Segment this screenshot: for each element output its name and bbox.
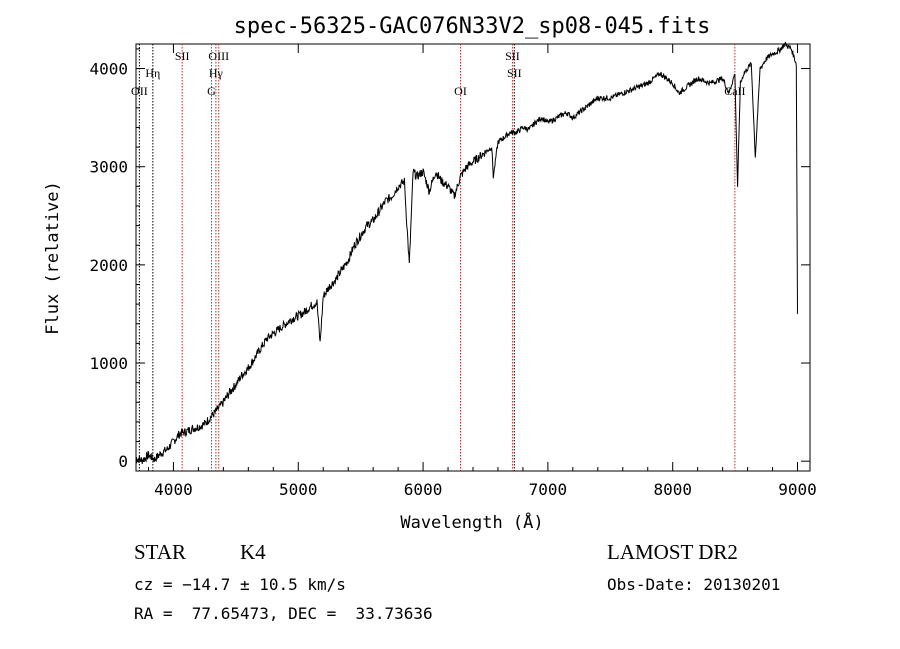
line-label-5: OIII [208,49,229,63]
survey-label: LAMOST DR2 [607,540,738,564]
x-tick-label-3: 7000 [529,480,568,499]
class-label: STAR [134,540,186,564]
axis-ticks: 4000 5000 6000 7000 8000 9000 0 1000 2000 3000 400… [89,44,817,499]
x-axis-label: Wavelength (Å) [400,511,543,533]
series-layer [135,41,798,464]
line-label-4: Hγ [209,66,224,80]
y-tick-label-2: 2000 [89,256,128,275]
redshift-text: cz = −14.7 ± 10.5 km/s [134,575,346,594]
x-tick-label-4: 8000 [653,480,692,499]
line-label-6: OI [454,84,467,98]
coords-text: RA = 77.65473, DEC = 33.73636 [134,604,433,623]
x-tick-label-2: 6000 [404,480,443,499]
plot-frame [135,43,811,472]
y-axis-label: Flux (relative) [43,181,63,335]
line-label-2: SII [175,49,190,63]
subclass-label: K4 [240,540,266,564]
line-label-1: Hη [145,66,160,80]
chart-title: spec-56325-GAC076N33V2_sp08-045.fits [234,14,711,39]
y-tick-label-3: 3000 [89,158,128,177]
x-tick-label-5: 9000 [778,480,817,499]
y-tick-label-4: 4000 [89,60,128,79]
y-tick-label-1: 1000 [89,354,128,373]
spectrum-line [135,41,798,464]
line-label-3: G [207,84,216,98]
x-tick-label-0: 4000 [154,480,193,499]
line-label-0: OII [131,84,148,98]
x-tick-label-1: 5000 [279,480,318,499]
line-label-7: SII [505,49,520,63]
obs-date-text: Obs-Date: 20130201 [607,575,781,594]
line-label-8: SII [507,66,522,80]
y-tick-label-0: 0 [118,452,128,471]
